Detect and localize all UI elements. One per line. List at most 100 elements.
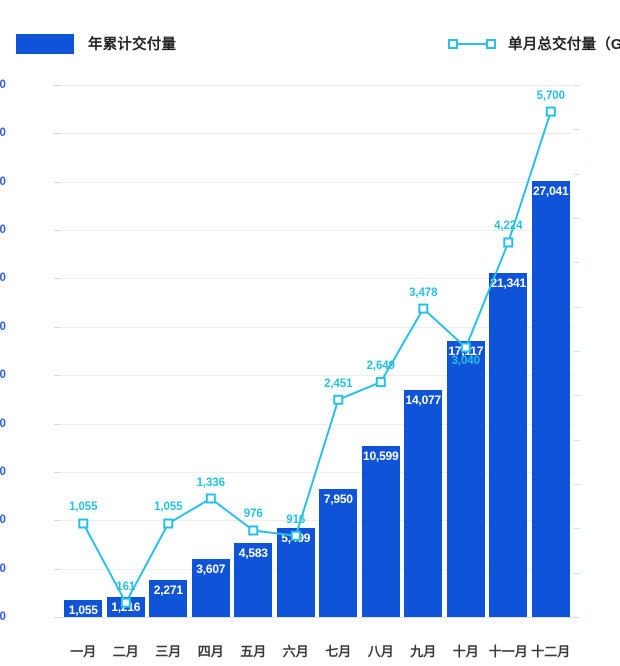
line-path (82, 111, 552, 604)
bar[interactable] (361, 446, 400, 617)
y-axis-left-tickmark (54, 617, 61, 618)
bar-value-label: 1,055 (68, 602, 98, 617)
line-value-label: 3,478 (409, 286, 438, 299)
y-axis-left-tick: 6,000 (0, 514, 6, 527)
y-axis-right-tickmark (573, 528, 580, 530)
y-axis-right-tickmark (573, 395, 580, 397)
legend-item-cumulative[interactable]: 年累计交付量 (16, 33, 176, 54)
gridline (62, 617, 572, 618)
gridline (62, 181, 572, 183)
bar-value-label: 4,583 (238, 546, 268, 561)
y-axis-right-tickmark (573, 572, 580, 574)
line-marker[interactable] (205, 493, 216, 504)
bar-value-label: 27,041 (532, 184, 569, 199)
plot-area: 0 3,000 6,000 9,000 12,000 15,000 18,000 21,000… (0, 79, 580, 659)
line-marker[interactable] (418, 303, 429, 314)
y-axis-right-tickmark (573, 218, 580, 219)
x-axis-tick-label: 二月 (112, 644, 139, 659)
legend-marker-right (486, 38, 496, 49)
chart-canvas: 0 3,000 6,000 9,000 12,000 15,000 18,000 21,000… (0, 70, 620, 666)
x-axis-tick-label: 十一月 (488, 644, 528, 659)
chart-legend: 年累计交付量 单月总交付量（G3+P7） (0, 0, 620, 70)
line-marker[interactable] (248, 525, 259, 536)
line-marker[interactable] (120, 597, 131, 608)
y-axis-left-tickmark (54, 326, 61, 328)
y-axis-left-tick: 9,000 (0, 465, 6, 478)
bar-value-label: 10,599 (362, 449, 399, 464)
y-axis-right-tickmark (573, 484, 580, 485)
line-marker-icon (448, 37, 496, 51)
y-axis-right-tickmark (573, 617, 580, 618)
x-axis-tick-label: 三月 (155, 644, 182, 659)
gridline (62, 471, 572, 473)
line-value-label: 1,055 (69, 501, 98, 514)
x-axis-tick-label: 一月 (70, 644, 97, 659)
x-axis-tick-label: 十二月 (531, 644, 571, 659)
y-axis-left-tick: 21,000 (0, 272, 6, 285)
y-axis-left-tickmark (54, 520, 61, 522)
x-axis-tick-label: 四月 (197, 644, 224, 659)
line-marker[interactable] (545, 106, 556, 117)
line-marker[interactable] (290, 530, 301, 541)
bar[interactable] (191, 558, 230, 617)
y-axis-left-tickmark (54, 471, 61, 473)
x-axis-tick-label: 十月 (452, 644, 479, 659)
gridline (62, 520, 572, 522)
y-axis-right-tickmark (573, 351, 580, 352)
y-axis-left-tickmark (54, 230, 61, 232)
legend-label-cumulative: 年累计交付量 (88, 37, 177, 53)
gridline (62, 230, 572, 232)
y-axis-left-tick: 18,000 (0, 320, 6, 333)
gridline (62, 85, 572, 86)
y-axis-left-tick: 33,000 (0, 79, 6, 91)
line-value-label: 161 (116, 580, 136, 593)
y-axis-left-tickmark (54, 133, 61, 135)
y-axis-right-tickmark (573, 173, 580, 175)
legend-label-monthly: 单月总交付量（G3+P7） (508, 37, 620, 53)
line-value-label: 4,224 (494, 220, 523, 233)
y-axis-left-tick: 12,000 (0, 417, 6, 430)
bar-value-label: 21,341 (490, 275, 526, 290)
gridline (62, 133, 572, 135)
line-value-label: 1,336 (196, 476, 225, 489)
x-axis-tick-label: 五月 (240, 644, 267, 659)
line-value-label: 916 (286, 513, 306, 526)
y-axis-right-tickmark (573, 306, 580, 308)
y-axis-left-tickmark (54, 568, 61, 570)
x-axis-tick-label: 六月 (282, 644, 309, 659)
bar[interactable] (234, 543, 273, 617)
bar[interactable] (276, 528, 315, 617)
line-marker[interactable] (460, 342, 471, 353)
bar[interactable] (446, 341, 485, 617)
y-axis-right-tickmark (573, 85, 580, 86)
line-marker[interactable] (375, 377, 386, 388)
y-axis-right-tickmark (573, 129, 580, 131)
line-value-label: 3,040 (451, 355, 480, 368)
bar[interactable] (149, 580, 188, 617)
bar[interactable] (531, 181, 570, 617)
line-marker[interactable] (78, 518, 89, 529)
line-marker[interactable] (503, 237, 514, 248)
bar[interactable] (64, 600, 103, 617)
bar-value-label: 14,077 (405, 393, 441, 408)
gridline (62, 278, 572, 280)
x-axis-tick-label: 八月 (367, 644, 394, 659)
bar[interactable] (489, 272, 528, 617)
line-marker[interactable] (333, 394, 344, 405)
y-axis-left-tick: 24,000 (0, 224, 6, 237)
y-axis-right-tickmark (573, 439, 580, 441)
x-axis-tick-label: 九月 (410, 644, 437, 659)
bar[interactable] (404, 390, 443, 617)
bar[interactable] (319, 488, 358, 617)
y-axis-left-tickmark (54, 278, 61, 280)
bar-value-label: 3,607 (196, 561, 226, 576)
y-axis-left-tickmark (54, 375, 61, 377)
legend-item-monthly[interactable]: 单月总交付量（G3+P7） (448, 33, 620, 54)
y-axis-left-tick: 15,000 (0, 369, 6, 382)
y-axis-left-tickmark (54, 85, 61, 86)
legend-marker-left (448, 38, 458, 49)
gridline (62, 568, 572, 570)
filled-square-icon (16, 33, 74, 54)
bar-value-label: 2,271 (153, 583, 183, 598)
line-marker[interactable] (163, 518, 174, 529)
